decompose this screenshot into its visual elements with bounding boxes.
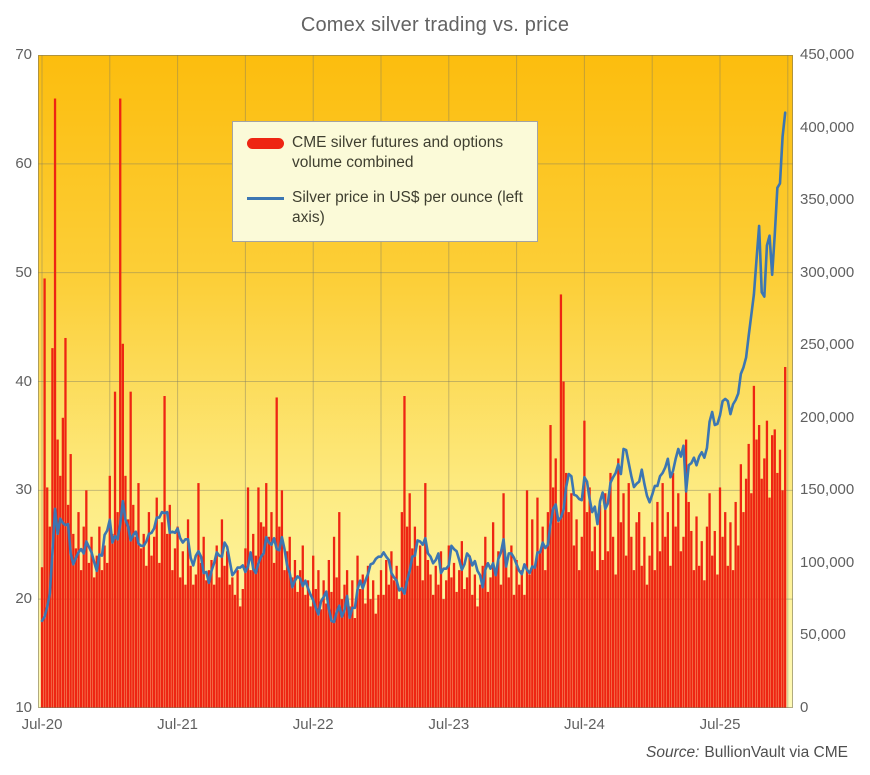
volume-bars: [40, 98, 787, 708]
legend-price-label: Silver price in US$ per ounce (left axis…: [292, 188, 523, 227]
source-label: Source:: [645, 744, 700, 761]
source-credit: Source: BullionVault via CME: [646, 744, 848, 762]
x-axis-tick: Jul-20: [21, 716, 63, 733]
right-axis-tick: 350,000: [800, 191, 855, 209]
x-axis-tick: Jul-23: [428, 716, 470, 733]
legend: CME silver futures and options volume co…: [232, 121, 538, 242]
x-axis-tick: Jul-25: [699, 716, 741, 733]
price-line: [40, 111, 787, 624]
left-axis-tick: 70: [15, 46, 32, 63]
left-axis-tick: 20: [15, 590, 32, 608]
chart-title: Comex silver trading vs. price: [300, 14, 570, 36]
right-axis-tick: 200,000: [800, 408, 855, 426]
left-axis-tick: 30: [15, 481, 32, 499]
plot-border: [38, 55, 793, 708]
x-axis-tick: Jul-21: [157, 716, 199, 733]
right-axis-tick: 100,000: [800, 553, 855, 571]
source-text: BullionVault via CME: [704, 744, 848, 761]
right-axis-tick: 150,000: [800, 481, 855, 499]
right-axis-tick: 400,000: [800, 118, 855, 136]
right-axis-tick: 250,000: [800, 336, 855, 354]
left-axis-tick: 60: [15, 154, 32, 172]
volume-bar-swatch-icon: [247, 138, 284, 149]
price-line-swatch-icon: [247, 196, 284, 200]
left-axis-tick: 10: [15, 699, 32, 716]
right-axis-tick: 0: [800, 699, 809, 716]
legend-item-volume: CME silver futures and options volume co…: [247, 133, 523, 174]
legend-item-price: Silver price in US$ per ounce (left axis…: [247, 188, 523, 229]
left-axis-tick: 40: [15, 372, 32, 390]
x-axis-tick: Jul-22: [292, 716, 334, 733]
x-axis-tick: Jul-24: [563, 716, 605, 733]
right-axis-tick: 50,000: [800, 626, 846, 644]
legend-volume-label: CME silver futures and options volume co…: [292, 134, 504, 172]
right-axis-tick: 450,000: [800, 46, 855, 63]
left-axis-tick: 50: [15, 263, 32, 281]
right-axis-tick: 300,000: [800, 263, 855, 281]
